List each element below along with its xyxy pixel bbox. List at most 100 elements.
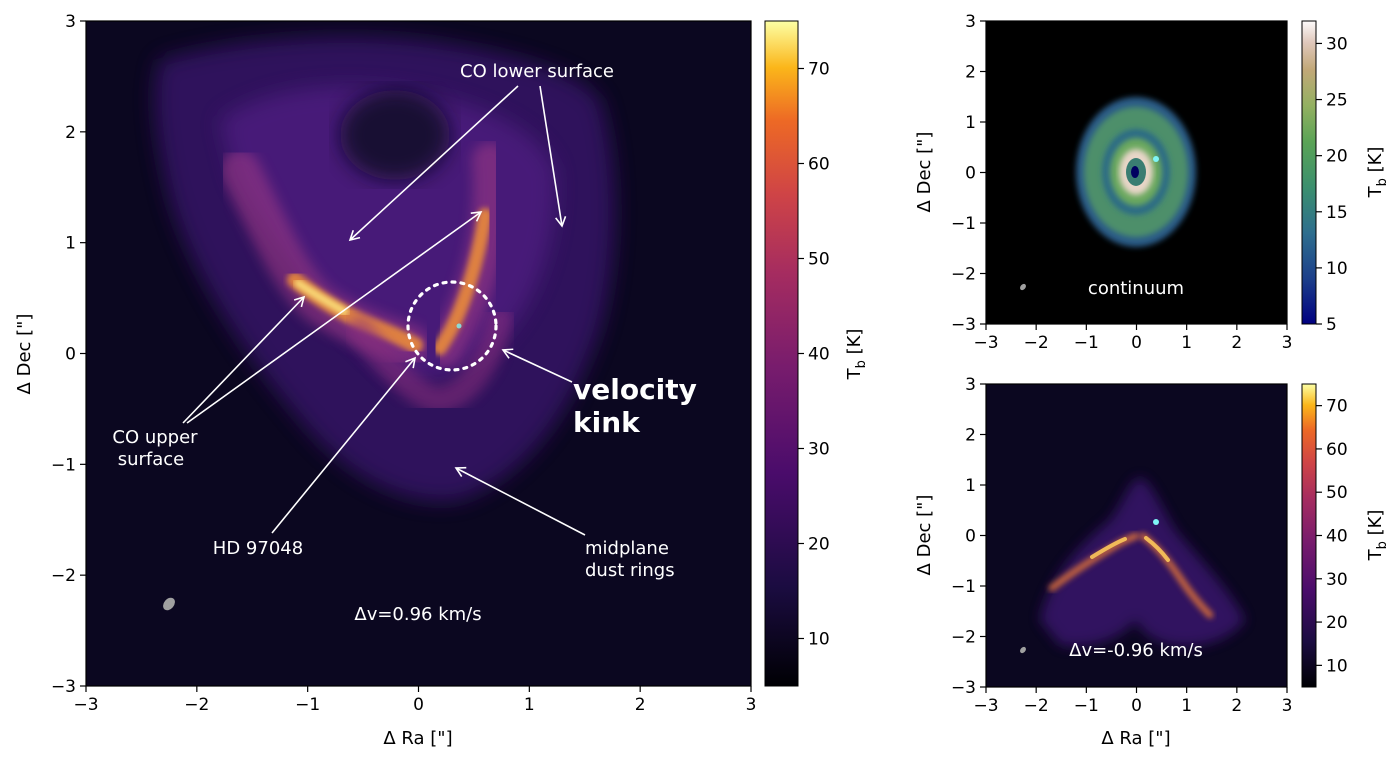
main-upper-arm-left-core [294, 279, 349, 316]
continuum-planet-marker [1153, 156, 1159, 162]
main-colorbar-ticks: 10 20 30 40 50 60 70 [798, 60, 830, 650]
continuum-y-tick-label: 1 [965, 113, 976, 133]
main-dark-region [340, 90, 450, 180]
channel-colorbar-label-sub: b [1375, 541, 1390, 549]
channel-emission [1040, 478, 1245, 647]
main-x-axis-label: Δ Ra ["] [383, 728, 452, 749]
label-co-upper-2: surface [118, 449, 185, 470]
channel-panel: Δv=-0.96 km/s −3 −2 −1 0 1 2 3 −3 −2 −1 0 1 2 3 Δ Ra … [914, 375, 1390, 749]
arrow-velocity-kink [501, 348, 573, 383]
main-y-tick-label: 0 [65, 345, 76, 365]
arrow-co-upper-1 [182, 295, 306, 424]
main-x-tick-label: −3 [73, 695, 98, 715]
channel-x-tick-label: −2 [1024, 696, 1049, 716]
arrow-star [271, 356, 417, 534]
continuum-x-tick-label: −2 [1024, 333, 1049, 353]
channel-x-tick-label: −1 [1074, 696, 1099, 716]
main-x-tick-label: 0 [413, 695, 424, 715]
velocity-kink-circle [406, 280, 498, 372]
main-planet-marker [456, 323, 462, 329]
main-colorbar-label-sub: b [854, 360, 869, 368]
label-co-upper-1: CO upper [112, 427, 198, 448]
channel-x-tick-label: 2 [1231, 696, 1242, 716]
channel-axes-ticks: −3 −2 −1 0 1 2 3 −3 −2 −1 0 1 2 3 [951, 375, 1292, 716]
continuum-y-tick-label: −1 [951, 214, 976, 234]
channel-delta-v-label: Δv=-0.96 km/s [1069, 640, 1203, 661]
continuum-center [1131, 166, 1139, 178]
channel-y-tick-label: 0 [965, 527, 976, 547]
arrow-midplane [454, 466, 586, 536]
main-y-tick-label: −1 [51, 455, 76, 475]
main-colorbar-tick-label: 40 [808, 345, 830, 365]
main-panel: CO lower surface CO upper surface HD 970… [14, 12, 869, 749]
continuum-colorbar-label-sub: b [1375, 178, 1390, 186]
main-x-tick-label: 1 [524, 695, 535, 715]
continuum-x-tick-label: 1 [1181, 333, 1192, 353]
label-delta-v-main: Δv=0.96 km/s [354, 604, 481, 625]
channel-colorbar-label-unit: [K] [1365, 510, 1386, 542]
main-upper-arm-right [433, 208, 492, 355]
channel-y-axis-label: Δ Dec ["] [914, 495, 935, 576]
main-colorbar-tick-label: 20 [808, 535, 830, 555]
main-colorbar-label-unit: [K] [844, 329, 865, 361]
continuum-colorbar-tick-label: 20 [1326, 147, 1348, 167]
channel-y-tick-label: 1 [965, 476, 976, 496]
label-velocity-2: kink [573, 406, 641, 439]
label-co-lower-surface: CO lower surface [460, 61, 614, 82]
label-star: HD 97048 [213, 538, 303, 559]
channel-colorbar-label: Tb [K] [1365, 510, 1390, 562]
channel-arm-left-core [1090, 537, 1127, 559]
continuum-x-tick-label: 3 [1282, 333, 1293, 353]
channel-planet-marker [1153, 519, 1159, 525]
continuum-axes-ticks: −3 −2 −1 0 1 2 3 −3 −2 −1 0 1 2 3 [951, 12, 1292, 353]
channel-colorbar-tick-label: 20 [1326, 613, 1348, 633]
main-colorbar-tick-label: 10 [808, 630, 830, 650]
arrow-co-lower-1 [348, 85, 519, 242]
main-colorbar-tick-label: 50 [808, 250, 830, 270]
main-colorbar-tick-label: 60 [808, 155, 830, 175]
channel-y-tick-label: 3 [965, 375, 976, 395]
main-colorbar-tick-label: 30 [808, 440, 830, 460]
main-y-tick-label: 3 [65, 12, 76, 32]
main-beam-ellipse [163, 597, 175, 611]
channel-colorbar-tick-label: 60 [1326, 440, 1348, 460]
arrow-co-lower-2 [539, 85, 567, 228]
channel-colorbar [1301, 383, 1317, 688]
channel-colorbar-tick-label: 70 [1326, 397, 1348, 417]
channel-colorbar-ticks: 10 20 30 40 50 60 70 [1316, 397, 1348, 676]
main-colorbar-label: Tb [K] [844, 329, 869, 381]
continuum-colorbar-tick-label: 15 [1326, 203, 1348, 223]
continuum-y-tick-label: 3 [965, 12, 976, 32]
channel-beam-ellipse [1020, 646, 1026, 654]
channel-arm-right-core [1144, 536, 1170, 562]
continuum-colorbar-ticks: 5 10 15 20 25 30 [1316, 34, 1348, 335]
label-velocity-1: velocity [573, 373, 697, 406]
main-y-tick-label: −3 [51, 677, 76, 697]
main-y-tick-label: 1 [65, 234, 76, 254]
continuum-x-tick-label: 2 [1231, 333, 1242, 353]
main-annotation-arrows [182, 85, 586, 536]
main-midplane-emission [347, 307, 513, 414]
continuum-x-tick-label: −1 [1074, 333, 1099, 353]
continuum-disk [1076, 97, 1196, 247]
channel-x-tick-label: −3 [973, 696, 998, 716]
channel-diffuse-emission [1040, 478, 1245, 647]
main-y-tick-label: 2 [65, 123, 76, 143]
main-y-tick-label: −2 [51, 566, 76, 586]
channel-y-tick-label: −3 [951, 678, 976, 698]
channel-x-tick-label: 1 [1181, 696, 1192, 716]
main-colorbar-tick-label: 70 [808, 60, 830, 80]
channel-x-tick-label: 3 [1282, 696, 1293, 716]
continuum-x-tick-label: −3 [973, 333, 998, 353]
label-midplane-2: dust rings [585, 560, 675, 581]
channel-y-tick-label: −1 [951, 577, 976, 597]
main-axes-ticks: −3 −2 −1 0 1 2 3 −3 −2 −1 0 1 2 3 [51, 12, 756, 715]
channel-x-tick-label: 0 [1131, 696, 1142, 716]
channel-x-axis-label: Δ Ra ["] [1101, 728, 1170, 749]
channel-colorbar-label-t: T [1365, 548, 1386, 561]
continuum-y-axis-label: Δ Dec ["] [914, 132, 935, 213]
continuum-label: continuum [1088, 278, 1184, 299]
channel-colorbar-tick-label: 10 [1326, 656, 1348, 676]
continuum-colorbar-label: Tb [K] [1365, 147, 1390, 199]
